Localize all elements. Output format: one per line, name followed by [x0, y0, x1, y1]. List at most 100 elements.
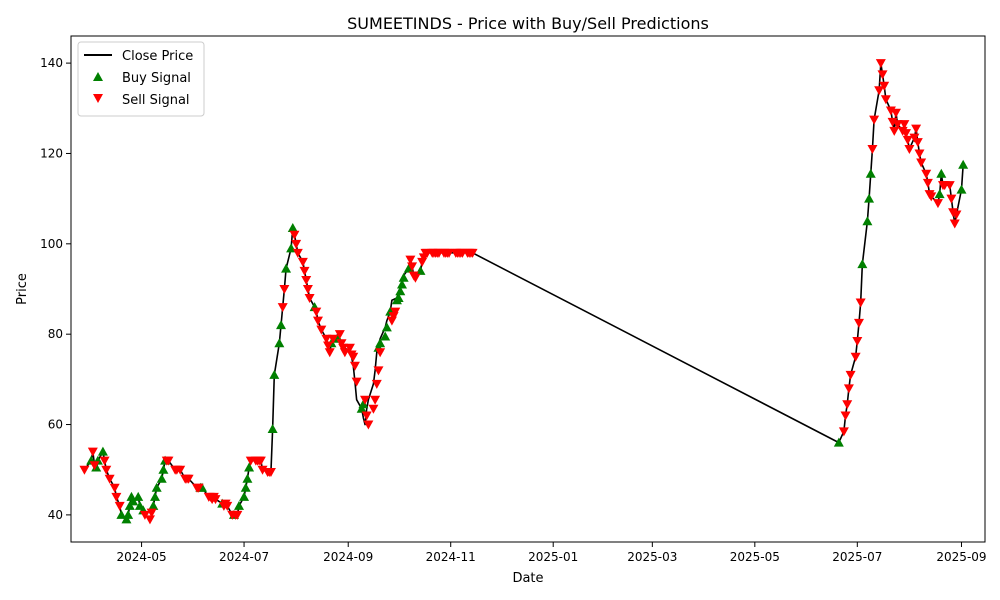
sell-signal-marker [390, 307, 401, 317]
sell-signal-marker [302, 285, 313, 294]
sell-signal-marker [311, 307, 322, 317]
legend-buy-label: Buy Signal [122, 71, 191, 86]
sell-signal-marker [875, 59, 886, 69]
sell-signal-marker [323, 341, 334, 351]
buy-signal-marker [151, 482, 162, 492]
plot-area [79, 59, 969, 525]
sell-signal-marker [838, 427, 849, 437]
sell-signal-marker [880, 95, 891, 105]
buy-signal-marker [267, 424, 278, 434]
sell-signal-marker [874, 86, 885, 96]
buy-signal-marker [269, 369, 280, 379]
sell-signal-marker [312, 316, 323, 326]
axes-frame [70, 35, 986, 543]
sell-signal-marker [902, 135, 913, 145]
y-tick-label: 60 [48, 418, 63, 432]
sell-signal-marker [109, 483, 120, 493]
x-tick-label: 2024-07 [219, 550, 269, 564]
buy-signal-marker [287, 223, 298, 233]
sell-signal-marker [909, 133, 920, 143]
sell-signal-marker [175, 465, 186, 475]
sell-signal-marker [375, 348, 386, 358]
x-axis-label: Date [512, 571, 543, 586]
sell-signal-marker [279, 285, 290, 294]
sell-signal-marker [843, 384, 854, 394]
chart-title: SUMEETINDS - Price with Buy/Sell Predict… [347, 14, 709, 33]
sell-signal-marker [277, 303, 288, 313]
sell-signal-marker [324, 348, 335, 358]
sell-signal-marker [297, 257, 308, 267]
legend-sell-marker [93, 94, 103, 103]
sell-signal-marker [899, 120, 910, 130]
buy-signal-marker [128, 496, 139, 506]
sell-signal-marker [336, 339, 347, 349]
y-tick-label: 40 [48, 508, 63, 522]
sell-signal-marker [210, 495, 221, 505]
sell-signal-marker [467, 248, 478, 258]
buy-signal-marker [158, 464, 169, 474]
sell-signal-marker [845, 370, 856, 380]
legend-buy-marker [93, 72, 103, 81]
buy-signal-marker [121, 514, 132, 524]
buy-signal-marker [274, 338, 285, 348]
buy-signal-marker [395, 286, 406, 296]
sell-signal-marker [890, 108, 901, 118]
y-axis-label: Price [15, 273, 30, 305]
buy-signal-marker [358, 399, 369, 409]
sell-signal-marker [111, 492, 122, 502]
sell-signal-marker [232, 510, 243, 520]
buy-signal-marker [393, 293, 404, 303]
sell-signal-marker [371, 379, 382, 389]
sell-signal-marker [951, 210, 962, 220]
sell-signal-marker [855, 298, 866, 308]
buy-signal-marker [124, 500, 135, 510]
x-tick-label: 2025-01 [528, 550, 578, 564]
sell-signal-marker [853, 318, 864, 328]
sell-signal-marker [183, 474, 194, 484]
x-axis: 2024-05 2024-07 2024-09 2024-11 2025-01 2025-… [116, 542, 987, 564]
buy-signal-marker [234, 500, 245, 510]
sell-signal-marker [299, 266, 310, 276]
x-tick-label: 2024-11 [426, 550, 476, 564]
sell-signal-marker [912, 138, 923, 148]
sell-signal-marker [291, 239, 302, 249]
buy-signal-marker [862, 216, 873, 226]
sell-signal-marker [255, 456, 266, 466]
x-tick-label: 2025-09 [936, 550, 986, 564]
sell-signal-marker [292, 248, 303, 258]
sell-signal-marker [265, 467, 276, 477]
sell-signal-marker [328, 334, 339, 344]
sell-signal-marker [373, 366, 384, 376]
buy-signal-marker [133, 491, 144, 501]
sell-signal-marker [922, 178, 933, 188]
buy-signal-marker [864, 193, 875, 203]
buy-signal-marker [833, 437, 844, 447]
x-tick-label: 2025-07 [832, 550, 882, 564]
buy-signal-marker [380, 331, 391, 341]
sell-signal-marker [321, 334, 332, 344]
sell-signal-marker [334, 330, 345, 340]
sell-signal-marker [932, 199, 943, 209]
buy-signal-marker [857, 259, 868, 269]
buy-signal-marker [381, 322, 392, 332]
legend-close-label: Close Price [122, 49, 193, 64]
buy-signal-marker [936, 168, 947, 178]
buy-signal-marker [123, 509, 134, 519]
sell-signal-marker [867, 144, 878, 154]
y-tick-label: 80 [48, 327, 63, 341]
sell-signal-marker [144, 515, 155, 525]
sell-signal-marker [348, 352, 359, 362]
sell-signal-marker [444, 248, 455, 258]
sell-signal-marker [289, 230, 300, 240]
sell-signal-marker [949, 219, 960, 229]
sell-signal-marker [904, 144, 915, 154]
sell-signal-marker [892, 120, 903, 130]
sell-signal-marker [163, 456, 174, 466]
x-tick-label: 2024-09 [323, 550, 373, 564]
x-tick-label: 2024-05 [116, 550, 166, 564]
sell-signal-marker [911, 124, 922, 134]
y-tick-label: 120 [40, 146, 63, 160]
sell-signal-marker [407, 262, 418, 272]
y-tick-label: 140 [40, 56, 63, 70]
sell-signal-marker [104, 474, 115, 484]
